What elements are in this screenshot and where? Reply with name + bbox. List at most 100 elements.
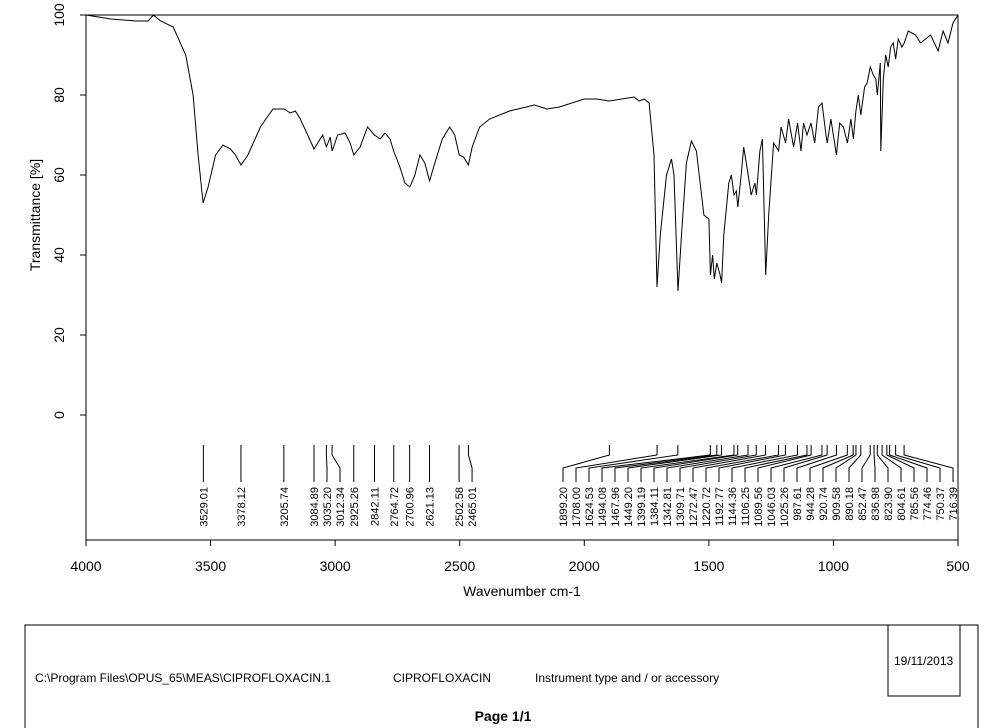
- peak-marker: [744, 445, 808, 482]
- peak-marker: [467, 445, 473, 482]
- peak-marker: [331, 445, 341, 482]
- peak-marker: [588, 445, 679, 482]
- peak-marker: [640, 445, 735, 482]
- peak-label: 944.28: [805, 487, 817, 521]
- page-number: Page 1/1: [475, 708, 532, 724]
- peak-marker: [770, 445, 823, 482]
- peak-marker: [876, 445, 889, 482]
- peak-label: 2842.11: [369, 487, 381, 526]
- peak-label: 3205.74: [279, 487, 291, 527]
- peak-label: 1309.71: [675, 487, 687, 527]
- peak-label: 1384.11: [649, 487, 661, 526]
- instrument: Instrument type and / or accessory: [535, 671, 719, 685]
- y-tick-label: 60: [51, 167, 67, 183]
- peak-marker: [692, 445, 767, 482]
- y-tick-label: 80: [51, 87, 67, 103]
- file-path: C:\Program Files\OPUS_65\MEAS\CIPROFLOXA…: [35, 671, 331, 685]
- x-tick-label: 1500: [693, 558, 724, 574]
- y-axis-label: Transmittance [%]: [27, 159, 43, 271]
- peak-label: 804.61: [896, 487, 908, 521]
- peak-label: 3012.34: [335, 487, 347, 527]
- peak-label: 1220.72: [701, 487, 713, 527]
- peak-label: 3378.12: [236, 487, 248, 527]
- peak-marker: [835, 445, 857, 482]
- peak-label: 852.47: [857, 487, 869, 521]
- peak-label: 1449.20: [623, 487, 635, 527]
- peak-label: 2700.96: [405, 487, 417, 527]
- y-tick-label: 0: [51, 411, 67, 419]
- peak-marker: [757, 445, 812, 482]
- peak-label: 2621.13: [425, 487, 437, 527]
- y-tick-label: 40: [51, 247, 67, 263]
- peak-marker: [903, 445, 954, 482]
- peak-label: 1342.81: [662, 487, 674, 527]
- peak-label: 785.56: [909, 487, 921, 521]
- peak-marker: [895, 445, 941, 482]
- peak-marker: [886, 445, 915, 482]
- peak-marker: [325, 445, 328, 482]
- peak-marker: [822, 445, 854, 482]
- x-axis-label: Wavenumber cm-1: [463, 583, 581, 599]
- peak-marker: [562, 445, 610, 482]
- peak-label: 1708.00: [571, 487, 583, 527]
- peak-label: 1624.53: [584, 487, 596, 527]
- peak-label: 716.39: [948, 487, 960, 521]
- date-box: [887, 624, 961, 697]
- peak-label: 1025.26: [779, 487, 791, 527]
- peak-marker: [718, 445, 786, 482]
- footer-box: [24, 624, 979, 728]
- x-tick-label: 2000: [569, 558, 600, 574]
- peak-label: 2764.72: [389, 487, 401, 527]
- y-tick-label: 100: [51, 3, 67, 27]
- peak-label: 823.90: [883, 487, 895, 521]
- peak-label: 774.46: [922, 487, 934, 521]
- peak-marker: [666, 445, 749, 482]
- peak-label: 1046.03: [766, 487, 778, 527]
- peak-marker: [614, 445, 718, 482]
- peak-label: 987.61: [792, 487, 804, 521]
- peak-marker: [627, 445, 723, 482]
- peak-label: 1089.56: [753, 487, 765, 527]
- spectrum-line: [85, 14, 959, 292]
- peak-label: 1467.96: [610, 487, 622, 527]
- peak-label: 1272.47: [688, 487, 700, 527]
- peak-marker: [889, 445, 928, 482]
- peak-marker: [705, 445, 779, 482]
- date: 19/11/2013: [894, 654, 953, 668]
- peak-label: 2465.01: [467, 487, 479, 527]
- peak-label: 2502.58: [454, 487, 466, 527]
- peak-label: 3084.89: [309, 487, 321, 527]
- x-tick-label: 500: [946, 558, 970, 574]
- peak-label: 1494.08: [597, 487, 609, 527]
- peak-marker: [881, 445, 902, 482]
- peak-label: 920.74: [818, 487, 830, 521]
- peak-marker: [848, 445, 862, 482]
- plot-frame: [85, 14, 959, 541]
- peak-label: 3529.01: [198, 487, 210, 527]
- peak-marker: [873, 445, 876, 482]
- peak-label: 1106.25: [740, 487, 752, 526]
- peak-label: 1899.20: [558, 487, 570, 527]
- peak-label: 890.18: [844, 487, 856, 521]
- peak-label: 909.58: [831, 487, 843, 521]
- peak-label: 750.37: [935, 487, 947, 521]
- peak-label: 1192.77: [714, 487, 726, 526]
- peak-label: 3035.20: [322, 487, 334, 527]
- peak-marker: [601, 445, 711, 482]
- x-tick-label: 3000: [320, 558, 351, 574]
- peak-marker: [809, 445, 848, 482]
- peak-label: 1399.19: [636, 487, 648, 527]
- peak-marker: [731, 445, 798, 482]
- peak-marker: [796, 445, 838, 482]
- peak-marker: [653, 445, 739, 482]
- sample-name: CIPROFLOXACIN: [393, 671, 491, 685]
- peak-marker: [783, 445, 828, 482]
- x-tick-label: 2500: [444, 558, 475, 574]
- peak-marker: [575, 445, 658, 482]
- peak-marker: [679, 445, 757, 482]
- x-tick-label: 4000: [70, 558, 101, 574]
- peak-label: 1144.36: [727, 487, 739, 526]
- peak-label: 836.98: [870, 487, 882, 521]
